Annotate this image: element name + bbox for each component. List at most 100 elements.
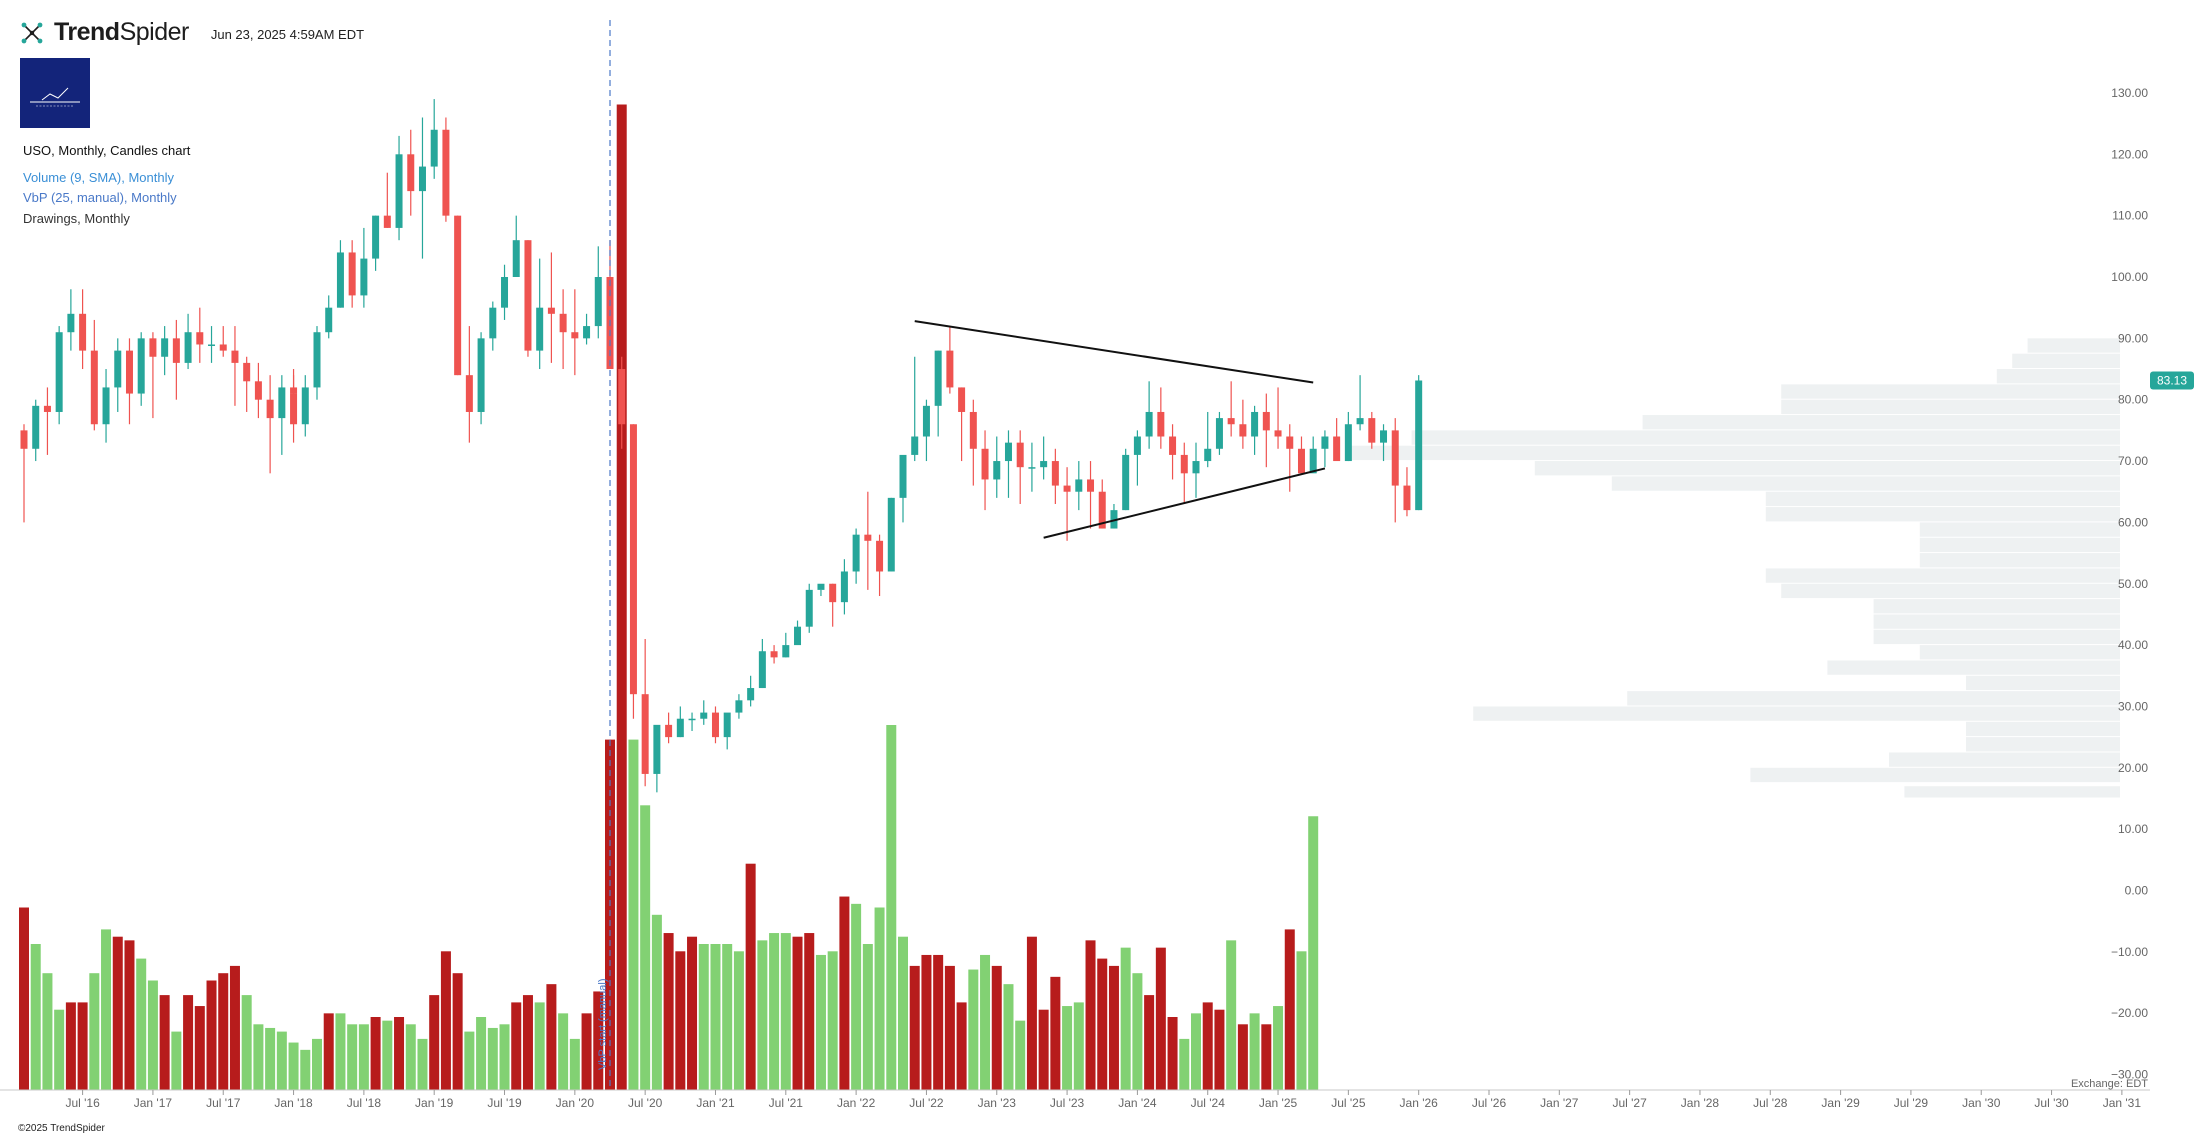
volume-bar: [769, 933, 780, 1090]
header: TrendSpider Jun 23, 2025 4:59AM EDT: [20, 18, 364, 47]
vbp-bar: [1611, 476, 2120, 491]
legend-drawings[interactable]: Drawings, Monthly: [23, 210, 130, 226]
x-tick-label: Jan '24: [1118, 1096, 1157, 1110]
volume-bar: [921, 954, 932, 1090]
candle-body: [805, 589, 813, 627]
x-tick-label: Jan '27: [1540, 1096, 1579, 1110]
candle-body: [747, 688, 755, 701]
legend-main-series[interactable]: USO, Monthly, Candles chart: [23, 143, 191, 158]
volume-bar: [780, 933, 791, 1090]
candle-body: [301, 387, 309, 425]
exchange-label: Exchange: EDT: [2071, 1078, 2148, 1090]
x-tick-label: Jan '31: [2103, 1096, 2142, 1110]
candle-body: [782, 645, 790, 658]
candle-body: [993, 461, 1001, 480]
x-tick-label: Jul '23: [1050, 1096, 1085, 1110]
candle-body: [1262, 411, 1270, 431]
candle-body: [536, 307, 544, 351]
candle-body: [700, 712, 708, 719]
volume-bar: [312, 1038, 322, 1090]
volume-bar: [206, 980, 217, 1090]
axes: 130.00 120.00 110.00 100.00 90.00 80.00 70.00 6…: [0, 86, 2194, 1110]
candle-body: [266, 399, 274, 419]
candle-body: [501, 277, 509, 308]
candle-body: [1251, 411, 1259, 437]
x-tick-label: Jul '25: [1331, 1096, 1366, 1110]
volume-bar: [89, 973, 100, 1090]
candle-body: [758, 651, 766, 689]
candle-body: [1075, 479, 1083, 492]
volume-bar: [675, 951, 686, 1090]
candle-body: [1333, 436, 1341, 462]
volume-bar: [405, 1024, 416, 1090]
volume-bar: [886, 725, 897, 1090]
x-tick-label: Jul '21: [769, 1096, 804, 1110]
volume-bar: [569, 1038, 580, 1090]
candle-body: [711, 712, 719, 738]
x-tick-label: Jul '30: [2034, 1096, 2069, 1110]
timestamp: Jun 23, 2025 4:59AM EDT: [210, 27, 365, 42]
vbp-bar: [1350, 445, 2120, 461]
trendline: [914, 320, 1314, 384]
volume-bar: [253, 1024, 264, 1090]
candle-body: [79, 313, 87, 351]
vbp-bar: [1919, 522, 2120, 537]
vbp-bar: [1873, 599, 2120, 614]
candle-body: [1110, 510, 1118, 529]
volume-bar: [65, 1002, 76, 1090]
candle-body: [1215, 418, 1223, 449]
volume-bar: [1073, 1002, 1084, 1090]
volume-bar: [733, 951, 744, 1090]
candle-body: [571, 332, 579, 339]
volume-bar: [42, 973, 53, 1090]
candle-body: [1239, 424, 1247, 437]
volume-bar: [593, 991, 604, 1090]
volume-bar: [288, 1042, 299, 1090]
candle-body: [583, 326, 591, 339]
volume-bar: [1132, 973, 1143, 1090]
volume-bar: [851, 903, 862, 1090]
volume-bar: [862, 944, 873, 1090]
y-tick-label: −20.00: [2111, 1006, 2148, 1020]
candle-body: [325, 307, 333, 333]
volume-bar: [1284, 929, 1295, 1090]
volume-bar: [1155, 947, 1166, 1090]
candle-body: [149, 338, 157, 357]
volume-bar: [476, 1017, 487, 1090]
volume-bar: [968, 969, 979, 1090]
candle-body: [969, 411, 977, 449]
volume-bar: [19, 907, 29, 1090]
volume-bar: [1296, 951, 1307, 1090]
volume-bar: [124, 940, 135, 1090]
volume-bar: [1237, 1024, 1248, 1090]
x-tick-label: Jul '28: [1753, 1096, 1788, 1110]
volume-bar: [499, 1024, 510, 1090]
legend-volume[interactable]: Volume (9, SMA), Monthly: [23, 169, 174, 185]
y-tick-label: 30.00: [2118, 699, 2148, 713]
volume-bar: [1026, 936, 1037, 1090]
vbp-bar: [1765, 507, 2120, 522]
candle-body: [864, 534, 872, 541]
candle-body: [1145, 411, 1153, 437]
volume-bar: [265, 1027, 276, 1090]
volume-bar: [1191, 1013, 1201, 1090]
last-price-tag: [2150, 371, 2194, 390]
volume-bar: [1202, 1002, 1213, 1090]
candle-body: [946, 350, 954, 388]
volume-bar: [1273, 1006, 1284, 1090]
x-tick-label: Jan '20: [556, 1096, 595, 1110]
candle-body: [512, 240, 520, 277]
candle-body: [958, 387, 966, 412]
candle-body: [840, 571, 848, 603]
y-tick-label: 70.00: [2118, 454, 2148, 468]
y-tick-label: 110.00: [2112, 209, 2148, 223]
candle-body: [1274, 430, 1282, 437]
legend-vbp[interactable]: VbP (25, manual), Monthly: [23, 190, 177, 205]
candle-body: [184, 332, 192, 363]
y-tick-label: 40.00: [2118, 638, 2148, 652]
drawings: VbP start (manual): [597, 20, 1326, 1090]
volume-bar: [1108, 965, 1119, 1090]
vbp-bar: [1919, 537, 2120, 553]
candle-body: [383, 215, 391, 228]
